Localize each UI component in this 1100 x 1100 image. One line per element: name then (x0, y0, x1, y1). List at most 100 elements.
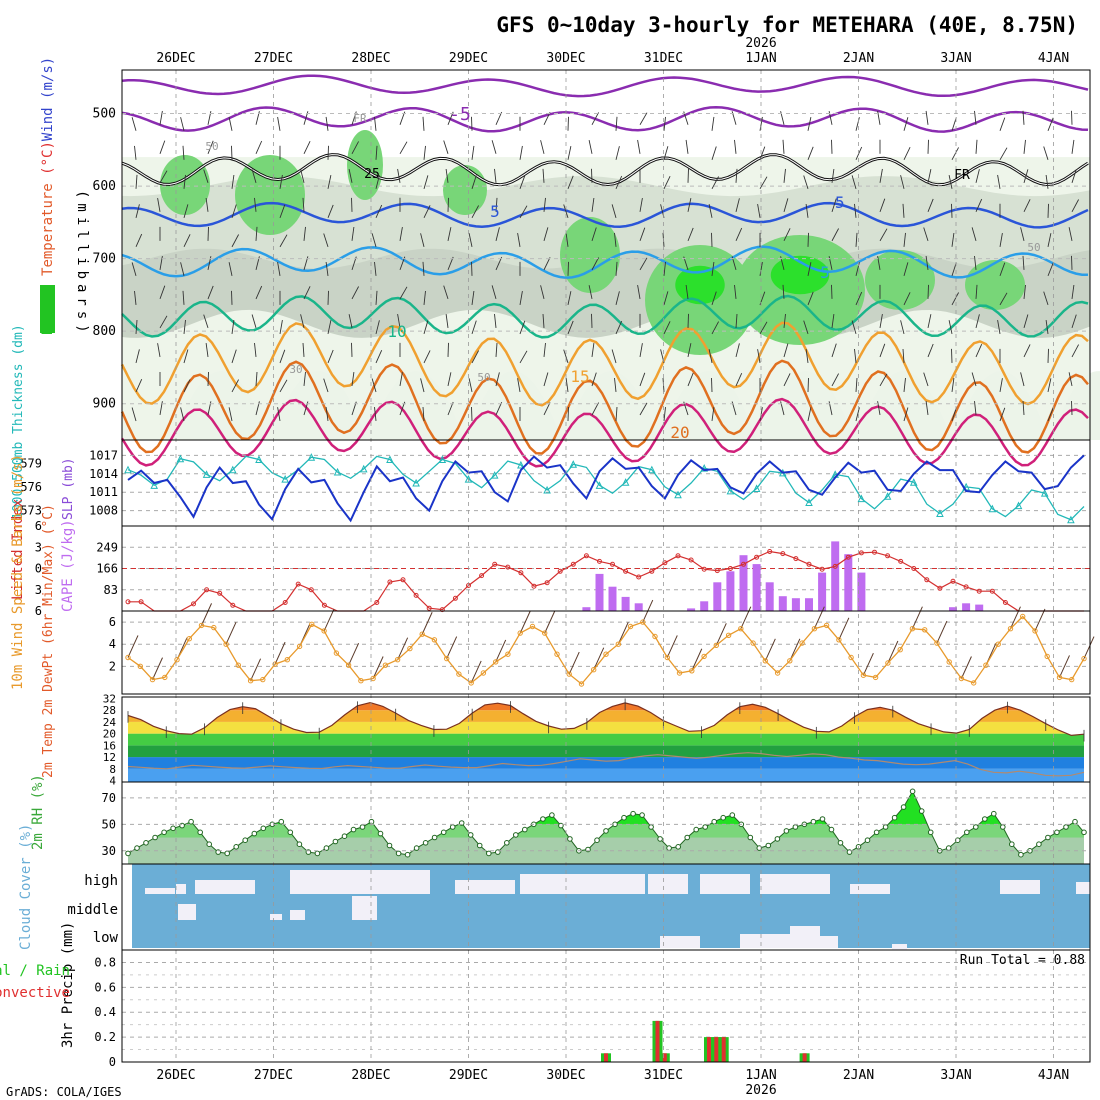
wind-barb (975, 344, 983, 358)
thickness-marker (150, 481, 159, 489)
wind-barb (759, 262, 763, 276)
wind-barb (831, 284, 833, 299)
rh2m-marker (431, 834, 438, 841)
date-label-bottom: 26DEC (156, 1068, 195, 1083)
cloud-clear-block (290, 910, 305, 920)
wind10-marker (934, 640, 940, 646)
precip-tick-label: 0.8 (94, 955, 116, 969)
wind-barb (1023, 139, 1026, 154)
cloud-clear-block (648, 874, 688, 894)
wind-barb (348, 314, 353, 329)
wind-barb (1047, 233, 1052, 247)
wind-barb (399, 141, 408, 155)
rh2m-marker (1072, 818, 1078, 825)
date-label-bottom: 28DEC (351, 1068, 390, 1083)
boundary-layer-arch (270, 371, 367, 440)
wind10-marker (517, 630, 523, 636)
rh2m-marker (513, 832, 519, 838)
rh-very-moist-blob (770, 255, 830, 295)
li-marker (282, 600, 288, 605)
wind-barb (999, 407, 1006, 422)
wind-barb (900, 320, 905, 335)
wind-barb (254, 197, 257, 212)
wind-barb (1047, 203, 1049, 218)
wind-barb (567, 291, 572, 305)
li-marker (505, 564, 511, 570)
date-label-top: 28DEC (351, 51, 390, 66)
wind-barb (927, 198, 934, 213)
wind-barb (879, 198, 886, 212)
wind-barb (687, 198, 692, 212)
wind-barb (663, 321, 671, 335)
li-marker (138, 599, 144, 605)
wind-barb (615, 406, 618, 422)
cape-tick-label: 166 (96, 562, 118, 576)
wind-barb (951, 117, 957, 131)
wind-barb (615, 291, 620, 306)
wind-barb (183, 204, 189, 218)
wind-barb (1043, 146, 1049, 160)
wind-barb (663, 407, 666, 422)
wind-barb (879, 314, 883, 328)
wind10-marker (615, 641, 621, 647)
rh2m-marker (657, 836, 663, 842)
wind-barb (327, 320, 332, 335)
wind-barb (1071, 284, 1075, 299)
wind-barb (759, 146, 766, 160)
slp-tick-label: 1008 (89, 504, 118, 518)
wind-barb (494, 168, 497, 183)
wind-barb (783, 313, 786, 328)
panel-border-pcp (121, 949, 1091, 1063)
wind10-barb (470, 660, 482, 684)
rh2m-marker (882, 824, 889, 830)
date-label-bottom: 29DEC (449, 1068, 488, 1083)
wind10-marker (823, 622, 830, 629)
wind-barb (135, 233, 143, 248)
li-marker (204, 587, 210, 593)
wind-barb (205, 343, 209, 358)
wind10-marker (419, 631, 425, 637)
li-marker (308, 587, 314, 593)
li-marker (858, 550, 864, 556)
wind-barb (1047, 348, 1049, 363)
wind-barb (1020, 372, 1025, 387)
wind-barb (951, 378, 955, 393)
wind-barb (805, 203, 809, 218)
li-marker (872, 549, 877, 555)
wind-barb (877, 110, 881, 125)
rh2m-marker (973, 824, 979, 830)
wind-barb (591, 313, 593, 328)
contour-temp-freezing-inner (121, 154, 1089, 186)
wind-barb (925, 255, 929, 270)
wind-barb (447, 197, 449, 212)
wind-barb (205, 197, 209, 212)
wind10-marker (309, 621, 315, 627)
wind10-marker (885, 660, 891, 666)
rh2m-marker (729, 812, 736, 818)
cloud-level-label: low (93, 930, 119, 946)
wind-barb (251, 169, 257, 183)
wind10-marker (1069, 676, 1075, 683)
rh2m-marker (287, 829, 294, 836)
rh-moist-blob (560, 217, 620, 293)
rh-legend-swatch (40, 285, 55, 333)
rh2m-tick-label: 70 (102, 791, 116, 805)
rh2m-marker (188, 818, 194, 825)
li-marker (963, 584, 969, 590)
wind-barb (1023, 284, 1026, 299)
rh2m-marker (197, 829, 203, 836)
wind-barb (855, 377, 858, 392)
wind-barb (997, 174, 1001, 189)
rh2m-marker (1000, 824, 1006, 830)
li-marker (426, 605, 432, 611)
wind-barb (999, 378, 1003, 393)
temp-band (128, 745, 1084, 758)
wind10-marker (860, 672, 867, 678)
wind-barb (517, 378, 521, 393)
thickness-marker (359, 464, 368, 473)
wind10-barb (838, 617, 850, 640)
wind10-barb (911, 606, 923, 629)
rh2m-marker (504, 840, 510, 846)
cape-bar (857, 572, 866, 611)
wind-barb (879, 373, 888, 387)
